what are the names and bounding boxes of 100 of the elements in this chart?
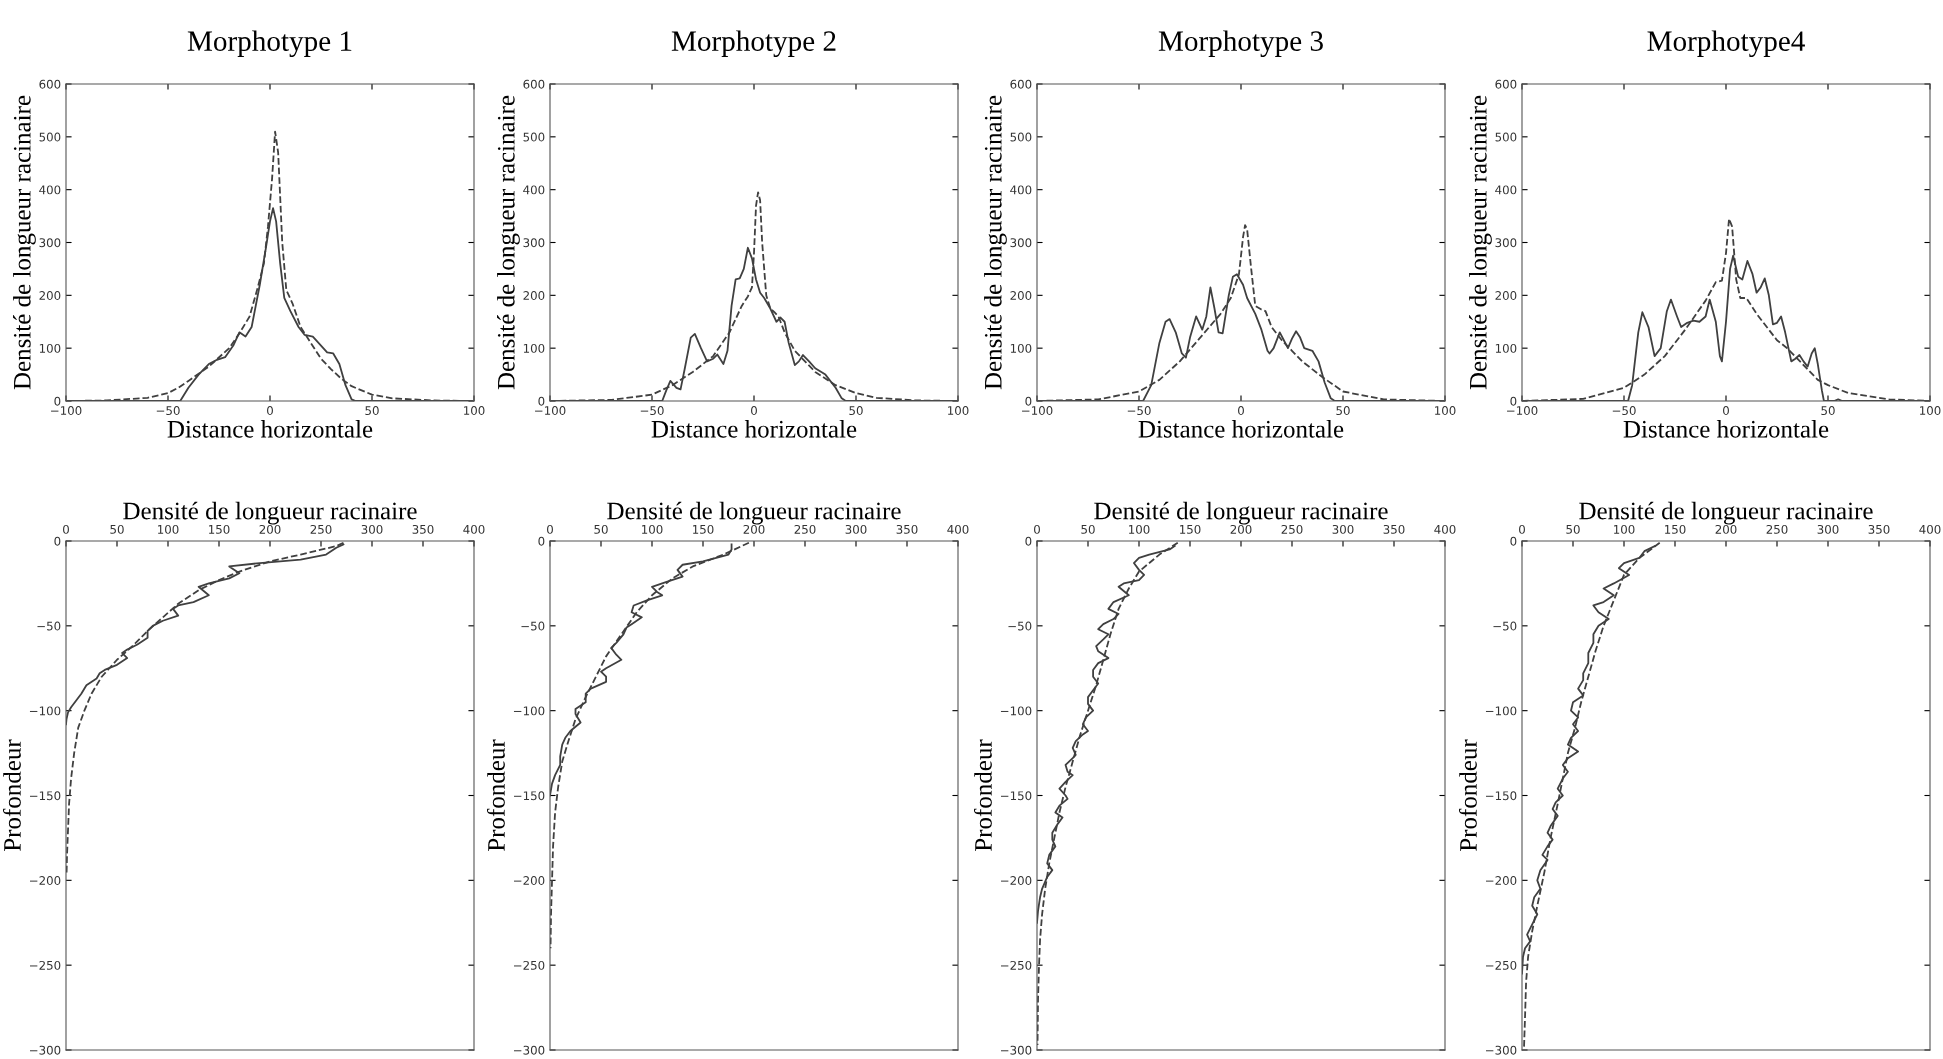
y-tick-label: 400 (39, 185, 61, 195)
y-tick-label: 600 (1010, 79, 1032, 89)
x-axis-title: Densité de longueur racinaire (607, 501, 901, 525)
y-tick-label: 600 (39, 79, 61, 89)
y-tick-label: −300 (29, 1045, 61, 1055)
y-tick-label: 0 (538, 396, 545, 406)
x-tick-label: 250 (794, 524, 816, 534)
chart-title: Morphotype 1 (187, 30, 352, 57)
x-axis-title: Densité de longueur racinaire (1094, 501, 1388, 525)
x-tick-label: 50 (1821, 406, 1835, 415)
y-tick-label: −50 (1493, 621, 1517, 631)
y-tick-label: −250 (513, 960, 545, 970)
x-tick-label: 200 (743, 524, 765, 534)
x-tick-label: 100 (642, 524, 663, 534)
x-tick-label: 100 (158, 524, 179, 534)
y-tick-label: −250 (29, 960, 61, 970)
y-tick-label: 400 (1495, 185, 1517, 195)
y-tick-label: 300 (1495, 238, 1517, 248)
y-tick-label: 100 (39, 343, 61, 353)
x-tick-label: −50 (156, 406, 180, 415)
x-tick-label: 0 (1519, 524, 1525, 534)
y-tick-label: −50 (1008, 621, 1032, 631)
x-tick-label: 250 (1766, 524, 1788, 534)
y-tick-label: −300 (1000, 1045, 1032, 1055)
x-tick-label: 50 (365, 406, 379, 415)
x-tick-label: 200 (259, 524, 281, 534)
x-tick-label: 100 (1920, 406, 1941, 415)
y-tick-label: 100 (1495, 343, 1517, 353)
y-axis-title: Profondeur (974, 739, 992, 852)
x-tick-label: 150 (1665, 524, 1686, 534)
y-tick-label: 300 (39, 238, 61, 248)
y-axis-title: Densité de longueur racinaire (984, 95, 1007, 390)
y-tick-label: −200 (1000, 876, 1032, 885)
y-tick-label: 600 (523, 79, 545, 89)
y-tick-label: −150 (513, 791, 545, 801)
y-tick-label: −300 (1485, 1045, 1517, 1055)
x-tick-label: −50 (1127, 406, 1151, 415)
y-tick-label: 0 (54, 536, 61, 546)
y-tick-label: 600 (1495, 79, 1517, 89)
x-axis-title: Distance horizontale (651, 420, 857, 438)
y-tick-label: 0 (1025, 396, 1032, 406)
x-tick-label: 50 (849, 406, 863, 415)
y-tick-label: −100 (513, 706, 545, 716)
y-tick-label: 0 (1025, 536, 1032, 546)
y-tick-label: −100 (1000, 706, 1032, 716)
x-tick-label: 100 (1614, 524, 1635, 534)
y-tick-label: 0 (1510, 536, 1517, 546)
y-tick-label: −50 (37, 621, 61, 631)
x-tick-label: 350 (412, 524, 434, 534)
x-tick-label: 400 (463, 524, 485, 534)
x-tick-label: 150 (693, 524, 714, 534)
y-tick-label: −250 (1000, 960, 1032, 970)
x-tick-label: 400 (947, 524, 969, 534)
y-tick-label: 0 (54, 396, 61, 406)
x-tick-label: 0 (1034, 524, 1040, 534)
x-tick-label: 200 (1715, 524, 1737, 534)
y-axis-title: Profondeur (1459, 739, 1477, 852)
x-tick-label: 50 (1336, 406, 1350, 415)
x-tick-label: 0 (1723, 406, 1729, 415)
y-tick-label: −150 (29, 791, 61, 801)
x-tick-label: 100 (1435, 406, 1456, 415)
x-tick-label: 150 (209, 524, 230, 534)
y-tick-label: 200 (523, 291, 545, 300)
x-tick-label: 0 (1238, 406, 1244, 415)
x-tick-label: 0 (63, 524, 69, 534)
y-tick-label: −50 (521, 621, 545, 631)
y-tick-label: −150 (1485, 791, 1517, 801)
y-tick-label: −200 (29, 876, 61, 885)
x-tick-label: 400 (1919, 524, 1941, 534)
x-tick-label: 400 (1434, 524, 1456, 534)
y-tick-label: 500 (39, 132, 61, 142)
y-axis-title: Densité de longueur racinaire (497, 95, 520, 390)
y-tick-label: 300 (1010, 238, 1032, 248)
y-axis-title: Profondeur (3, 739, 21, 852)
y-tick-label: 100 (523, 343, 545, 353)
y-tick-label: 100 (1010, 343, 1032, 353)
x-tick-label: −50 (640, 406, 664, 415)
y-tick-label: 500 (523, 132, 545, 142)
x-tick-label: 100 (464, 406, 485, 415)
x-tick-label: 150 (1180, 524, 1201, 534)
x-axis-title: Densité de longueur racinaire (1579, 501, 1873, 525)
x-axis-title: Distance horizontale (1138, 420, 1344, 438)
y-axis-title: Densité de longueur racinaire (13, 95, 36, 390)
x-tick-label: 0 (267, 406, 273, 415)
x-tick-label: 300 (1817, 524, 1839, 534)
y-tick-label: 500 (1010, 132, 1032, 142)
x-tick-label: 0 (547, 524, 553, 534)
y-tick-label: 200 (39, 291, 61, 300)
x-tick-label: 100 (948, 406, 969, 415)
x-axis-title: Densité de longueur racinaire (123, 501, 417, 525)
y-axis-title: Profondeur (487, 739, 505, 852)
x-axis-title: Distance horizontale (167, 420, 373, 438)
x-tick-label: 50 (1081, 524, 1095, 534)
y-tick-label: −250 (1485, 960, 1517, 970)
x-tick-label: 100 (1129, 524, 1150, 534)
chart-title: Morphotype 3 (1158, 30, 1323, 57)
y-tick-label: −200 (513, 876, 545, 885)
y-tick-label: −300 (513, 1045, 545, 1055)
x-tick-label: 350 (1383, 524, 1405, 534)
y-axis-title: Densité de longueur racinaire (1469, 95, 1492, 390)
